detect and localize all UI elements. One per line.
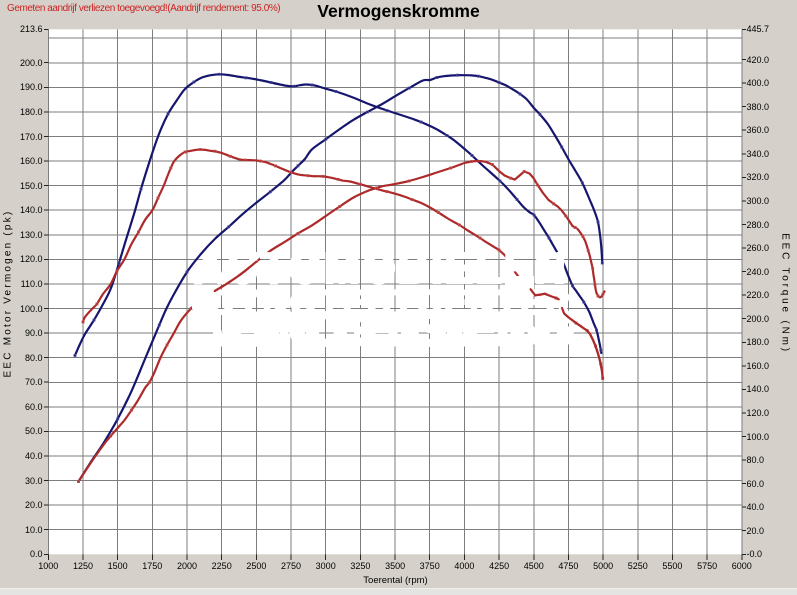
svg-text:AUTOMOBIELEN: AUTOMOBIELEN xyxy=(194,244,566,293)
svg-text:VERMOGENSMETING: VERMOGENSMETING xyxy=(207,303,575,355)
